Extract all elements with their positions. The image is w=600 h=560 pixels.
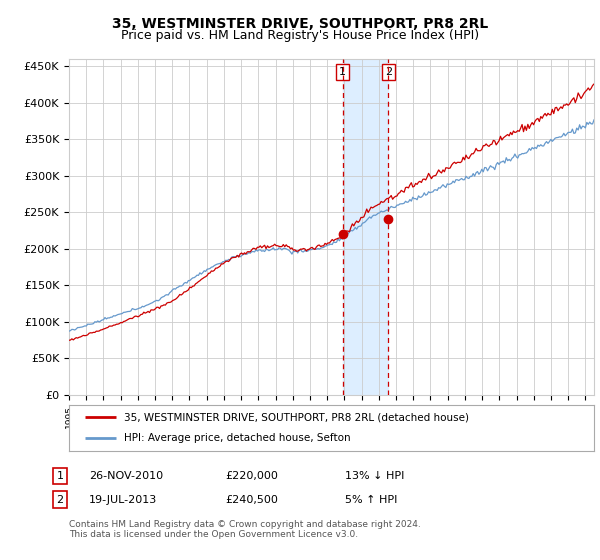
Text: 1: 1 [56, 471, 64, 481]
Text: 35, WESTMINSTER DRIVE, SOUTHPORT, PR8 2RL (detached house): 35, WESTMINSTER DRIVE, SOUTHPORT, PR8 2R… [124, 412, 469, 422]
Text: £220,000: £220,000 [225, 471, 278, 481]
Text: £240,500: £240,500 [225, 494, 278, 505]
Text: 2: 2 [56, 494, 64, 505]
Text: 2: 2 [385, 67, 392, 77]
Text: 35, WESTMINSTER DRIVE, SOUTHPORT, PR8 2RL: 35, WESTMINSTER DRIVE, SOUTHPORT, PR8 2R… [112, 17, 488, 31]
Text: Price paid vs. HM Land Registry's House Price Index (HPI): Price paid vs. HM Land Registry's House … [121, 29, 479, 42]
Text: 26-NOV-2010: 26-NOV-2010 [89, 471, 163, 481]
Bar [343, 59, 388, 395]
Text: 5% ↑ HPI: 5% ↑ HPI [345, 494, 397, 505]
Text: Contains HM Land Registry data © Crown copyright and database right 2024.
This d: Contains HM Land Registry data © Crown c… [69, 520, 421, 539]
Text: HPI: Average price, detached house, Sefton: HPI: Average price, detached house, Seft… [124, 433, 351, 444]
Text: 1: 1 [339, 67, 346, 77]
Text: 19-JUL-2013: 19-JUL-2013 [89, 494, 157, 505]
Text: 13% ↓ HPI: 13% ↓ HPI [345, 471, 404, 481]
